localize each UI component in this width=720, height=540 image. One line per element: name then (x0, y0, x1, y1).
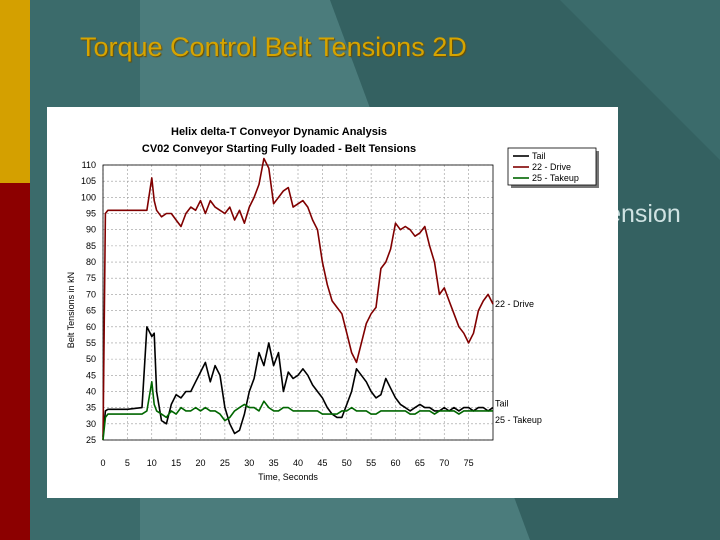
series-line-0 (102, 326, 494, 437)
y-tick-label: 40 (86, 386, 96, 396)
x-tick-label: 5 (125, 458, 130, 468)
y-tick-label: 30 (86, 419, 96, 429)
legend-entry: 25 - Takeup (532, 173, 579, 183)
series-end-label: 22 - Drive (495, 299, 534, 309)
y-tick-label: 70 (86, 289, 96, 299)
y-tick-label: 55 (86, 338, 96, 348)
series-end-labels: Tail 22 - Drive 25 - Takeup (495, 299, 542, 425)
y-tick-label: 65 (86, 306, 96, 316)
x-tick-label: 25 (220, 458, 230, 468)
y-tick-label: 60 (86, 322, 96, 332)
series-end-label: Tail (495, 399, 509, 409)
x-tick-label: 0 (100, 458, 105, 468)
legend-entry: 22 - Drive (532, 162, 571, 172)
y-tick-label: 105 (81, 176, 96, 186)
y-tick-label: 110 (82, 160, 96, 170)
legend-entry: Tail (532, 151, 546, 161)
chart-series (102, 157, 494, 441)
x-tick-label: 10 (147, 458, 157, 468)
y-tick-label: 75 (86, 273, 96, 283)
x-tick-label: 60 (390, 458, 400, 468)
y-tick-label: 95 (86, 209, 96, 219)
y-tick-label: 50 (86, 354, 96, 364)
x-tick-label: 40 (293, 458, 303, 468)
y-tick-label: 35 (86, 403, 96, 413)
y-tick-label: 25 (86, 435, 96, 445)
x-tick-label: 75 (464, 458, 474, 468)
x-tick-labels: 0 5 10 15 20 25 30 35 40 45 50 55 60 65 70 75 (100, 458, 473, 468)
x-tick-label: 20 (195, 458, 205, 468)
chart-title: Helix delta-T Conveyor Dynamic Analysis (171, 126, 387, 138)
y-tick-label: 80 (86, 257, 96, 267)
x-tick-label: 15 (171, 458, 181, 468)
x-axis-label: Time, Seconds (258, 472, 318, 482)
x-tick-label: 55 (366, 458, 376, 468)
series-line-1 (102, 157, 494, 441)
y-axis-label: Belt Tensions in kN (66, 272, 76, 348)
x-tick-label: 45 (317, 458, 327, 468)
x-tick-label: 65 (415, 458, 425, 468)
y-tick-labels: 25 30 35 40 45 50 55 60 65 70 75 80 85 90 95 100 105 110 (81, 160, 96, 445)
x-tick-label: 50 (342, 458, 352, 468)
belt-tension-chart: Helix delta-T Conveyor Dynamic Analysis … (47, 107, 618, 498)
x-tick-label: 70 (439, 458, 449, 468)
series-line-2 (102, 380, 493, 441)
y-tick-label: 100 (81, 192, 96, 202)
slide-title: Torque Control Belt Tensions 2D (80, 32, 467, 62)
series-end-label: 25 - Takeup (495, 415, 542, 425)
x-tick-label: 30 (244, 458, 254, 468)
y-tick-label: 45 (86, 370, 96, 380)
chart-subtitle: CV02 Conveyor Starting Fully loaded - Be… (142, 143, 416, 155)
x-tick-label: 35 (269, 458, 279, 468)
y-tick-label: 85 (86, 241, 96, 251)
y-tick-label: 90 (86, 225, 96, 235)
chart-panel: Helix delta-T Conveyor Dynamic Analysis … (47, 107, 618, 498)
